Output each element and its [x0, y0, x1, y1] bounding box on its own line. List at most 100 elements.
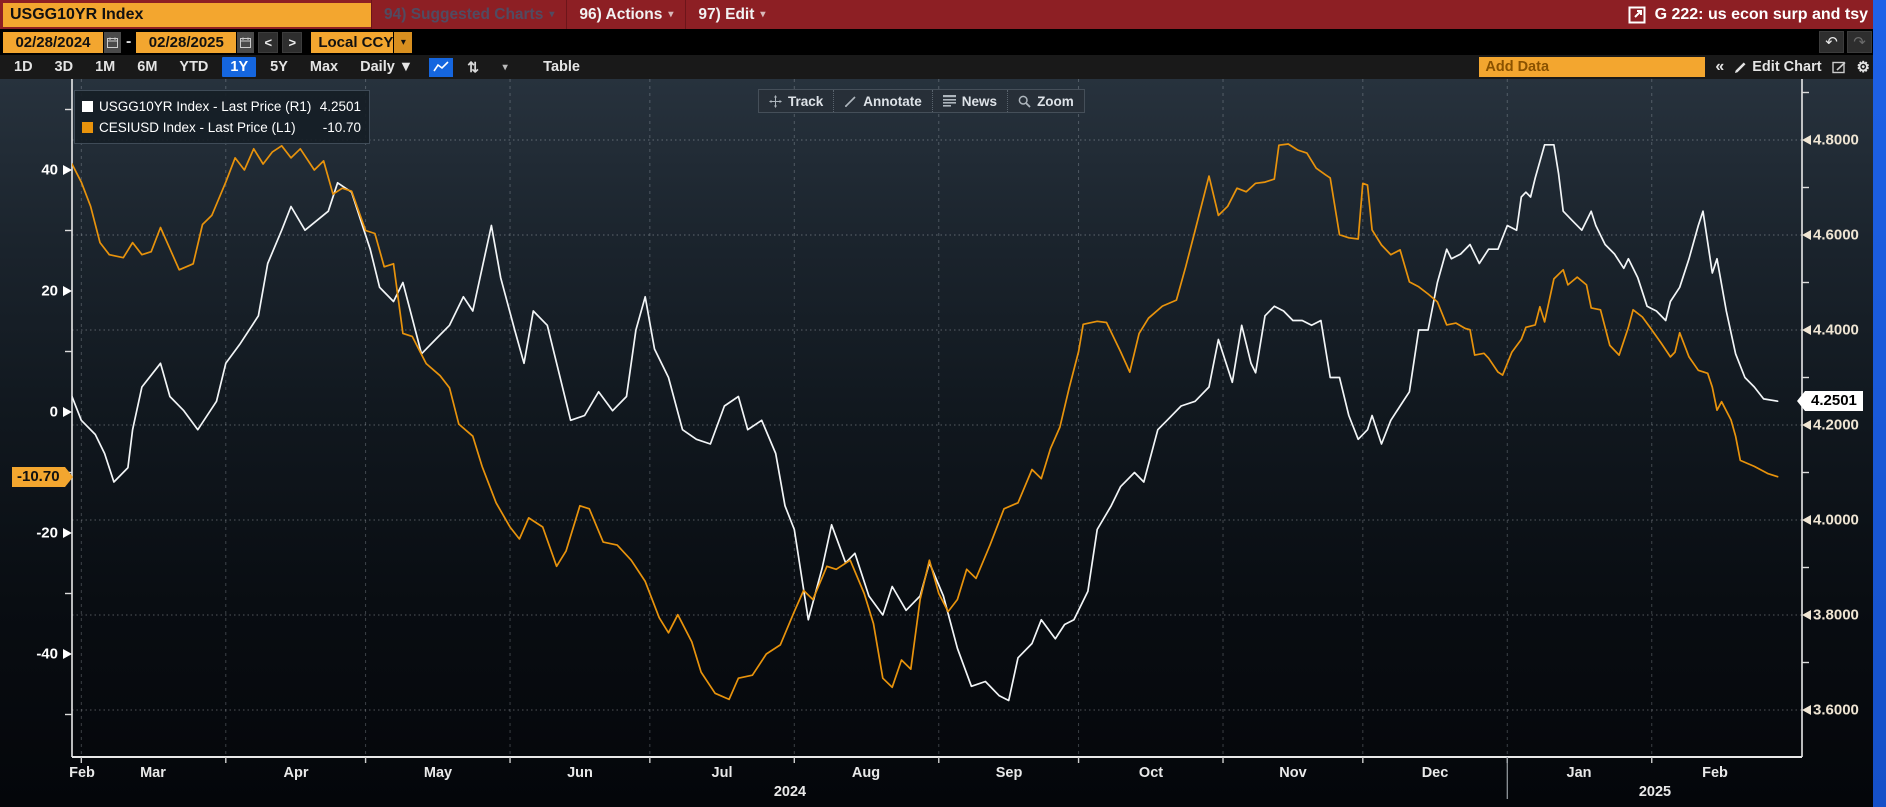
line-chart-type-icon[interactable] — [429, 57, 454, 77]
month-label-oct: Oct — [1138, 765, 1164, 781]
month-label-may: May — [423, 765, 453, 781]
right-axis-tick — [1802, 420, 1811, 430]
compare-axes-icon[interactable]: ⇅ — [467, 58, 480, 75]
news-label: News — [961, 93, 998, 109]
series-line-usgg10yr[interactable] — [72, 143, 1779, 702]
start-date-input[interactable]: 02/28/2024 — [3, 31, 103, 53]
left-axis-label: -40 — [36, 645, 58, 663]
legend-swatch-orange — [82, 122, 93, 133]
period-button-max[interactable]: Max — [309, 59, 339, 75]
legend-value: 4.2501 — [319, 99, 361, 114]
news-button[interactable]: News — [931, 90, 1007, 112]
period-button-1m[interactable]: 1M — [95, 59, 116, 75]
menu-actions-label: 96) Actions — [579, 5, 663, 23]
chart-title: G 222: us econ surp and tsy — [1628, 6, 1886, 24]
right-axis-tick — [1802, 705, 1811, 715]
month-label-jan: Jan — [1566, 765, 1592, 781]
legend-value: -10.70 — [322, 120, 361, 135]
period-button-5y[interactable]: 5Y — [270, 59, 288, 75]
annotate-pencil-icon — [845, 95, 856, 107]
month-label-feb: Feb — [1702, 765, 1728, 781]
export-icon[interactable] — [1628, 6, 1646, 24]
right-axis-label: 3.8000 — [1813, 606, 1859, 624]
year-label-2024: 2024 — [773, 784, 807, 800]
month-label-dec: Dec — [1421, 765, 1449, 781]
calendar-icon[interactable] — [104, 31, 121, 53]
window-edge — [1873, 0, 1886, 807]
legend-item-cesiusd[interactable]: CESIUSD Index - Last Price (L1) -10.70 — [82, 117, 361, 138]
undo-redo-group: ↶ ↷ — [1816, 31, 1872, 53]
annotate-label: Annotate — [863, 93, 922, 109]
left-axis-tick — [63, 528, 72, 538]
right-axis-label: 4.0000 — [1813, 511, 1859, 529]
left-axis-tick — [63, 649, 72, 659]
news-icon — [942, 95, 956, 107]
chevron-down-icon[interactable]: ▾ — [394, 31, 413, 53]
chart-tools-bar: Track Annotate News Zoom — [758, 89, 1085, 113]
gear-icon[interactable]: ⚙ — [1856, 59, 1870, 76]
left-axis-label: 20 — [41, 282, 58, 300]
collapse-panel-button[interactable]: « — [1715, 58, 1725, 75]
month-label-sep: Sep — [995, 765, 1023, 781]
chart-type-dropdown[interactable]: ▾ — [502, 61, 508, 73]
month-label-jun: Jun — [567, 765, 593, 781]
chart-plot[interactable] — [0, 79, 1886, 807]
menu-edit[interactable]: 97) Edit ▾ — [685, 0, 777, 29]
month-label-apr: Apr — [283, 765, 309, 781]
right-axis-tick — [1802, 135, 1811, 145]
chart-annotation-settings-icon[interactable] — [1831, 61, 1847, 74]
menu-actions[interactable]: 96) Actions ▾ — [566, 0, 685, 29]
table-button[interactable]: Table — [543, 59, 580, 75]
right-axis-label: 4.2000 — [1813, 416, 1859, 434]
track-label: Track — [788, 93, 824, 109]
edit-chart-label: Edit Chart — [1752, 59, 1822, 75]
series-line-cesiusd[interactable] — [72, 143, 1779, 701]
period-button-6m[interactable]: 6M — [137, 59, 158, 75]
menu-suggested-charts-label: 94) Suggested Charts — [384, 5, 544, 23]
end-date-input[interactable]: 02/28/2025 — [136, 31, 237, 53]
period-button-1y[interactable]: 1Y — [222, 57, 257, 77]
chart-pane[interactable]: USGG10YR Index - Last Price (R1) 4.2501 … — [0, 79, 1886, 807]
add-data-input[interactable]: Add Data — [1479, 57, 1706, 77]
shift-range-back-button[interactable]: < — [258, 31, 279, 53]
year-label-2025: 2025 — [1638, 784, 1672, 800]
date-range-separator: - — [126, 33, 132, 50]
edit-chart-button[interactable]: Edit Chart — [1734, 59, 1822, 75]
zoom-label: Zoom — [1037, 93, 1074, 109]
period-button-ytd[interactable]: YTD — [179, 59, 209, 75]
undo-button[interactable]: ↶ — [1819, 31, 1844, 53]
left-axis-tick — [63, 407, 72, 417]
right-axis-label: 4.6000 — [1813, 226, 1859, 244]
left-axis-tick — [63, 165, 72, 175]
month-label-aug: Aug — [851, 765, 881, 781]
menu-suggested-charts[interactable]: 94) Suggested Charts ▾ — [371, 0, 566, 29]
shift-range-forward-button[interactable]: > — [282, 31, 303, 53]
chart-title-text: G 222: us econ surp and tsy — [1654, 5, 1868, 23]
chart-legend: USGG10YR Index - Last Price (R1) 4.2501 … — [74, 90, 370, 144]
last-price-badge-cesiusd: -10.70 — [12, 466, 73, 487]
left-axis-label: -20 — [36, 524, 58, 542]
legend-label: USGG10YR Index - Last Price (R1) — [99, 99, 312, 114]
title-bar: USGG10YR Index 94) Suggested Charts ▾ 96… — [0, 0, 1886, 29]
legend-item-usgg10yr[interactable]: USGG10YR Index - Last Price (R1) 4.2501 — [82, 96, 361, 117]
calendar-icon[interactable] — [237, 31, 255, 53]
legend-swatch-white — [82, 101, 93, 112]
left-axis-label: 40 — [41, 161, 58, 179]
security-input[interactable]: USGG10YR Index — [3, 2, 371, 27]
annotate-button[interactable]: Annotate — [833, 90, 932, 112]
right-axis-label: 3.6000 — [1813, 701, 1859, 719]
right-axis-label: 4.8000 — [1813, 131, 1859, 149]
track-button[interactable]: Track — [759, 90, 833, 112]
magnifier-icon — [1018, 95, 1031, 108]
redo-button[interactable]: ↷ — [1847, 31, 1872, 53]
period-button-1d[interactable]: 1D — [14, 59, 33, 75]
chevron-down-icon: ▾ — [760, 9, 766, 20]
currency-select[interactable]: Local CCY — [311, 31, 393, 53]
period-button-3d[interactable]: 3D — [54, 59, 74, 75]
frequency-select[interactable]: Daily ▼ — [360, 59, 414, 75]
right-axis-tick — [1802, 325, 1811, 335]
zoom-button[interactable]: Zoom — [1007, 90, 1084, 112]
chart-toolbar: 1D 3D 1M 6M YTD 1Y 5Y Max Daily ▼ ⇅ ▾ Table Add… — [0, 55, 1886, 79]
right-axis-tick — [1802, 230, 1811, 240]
